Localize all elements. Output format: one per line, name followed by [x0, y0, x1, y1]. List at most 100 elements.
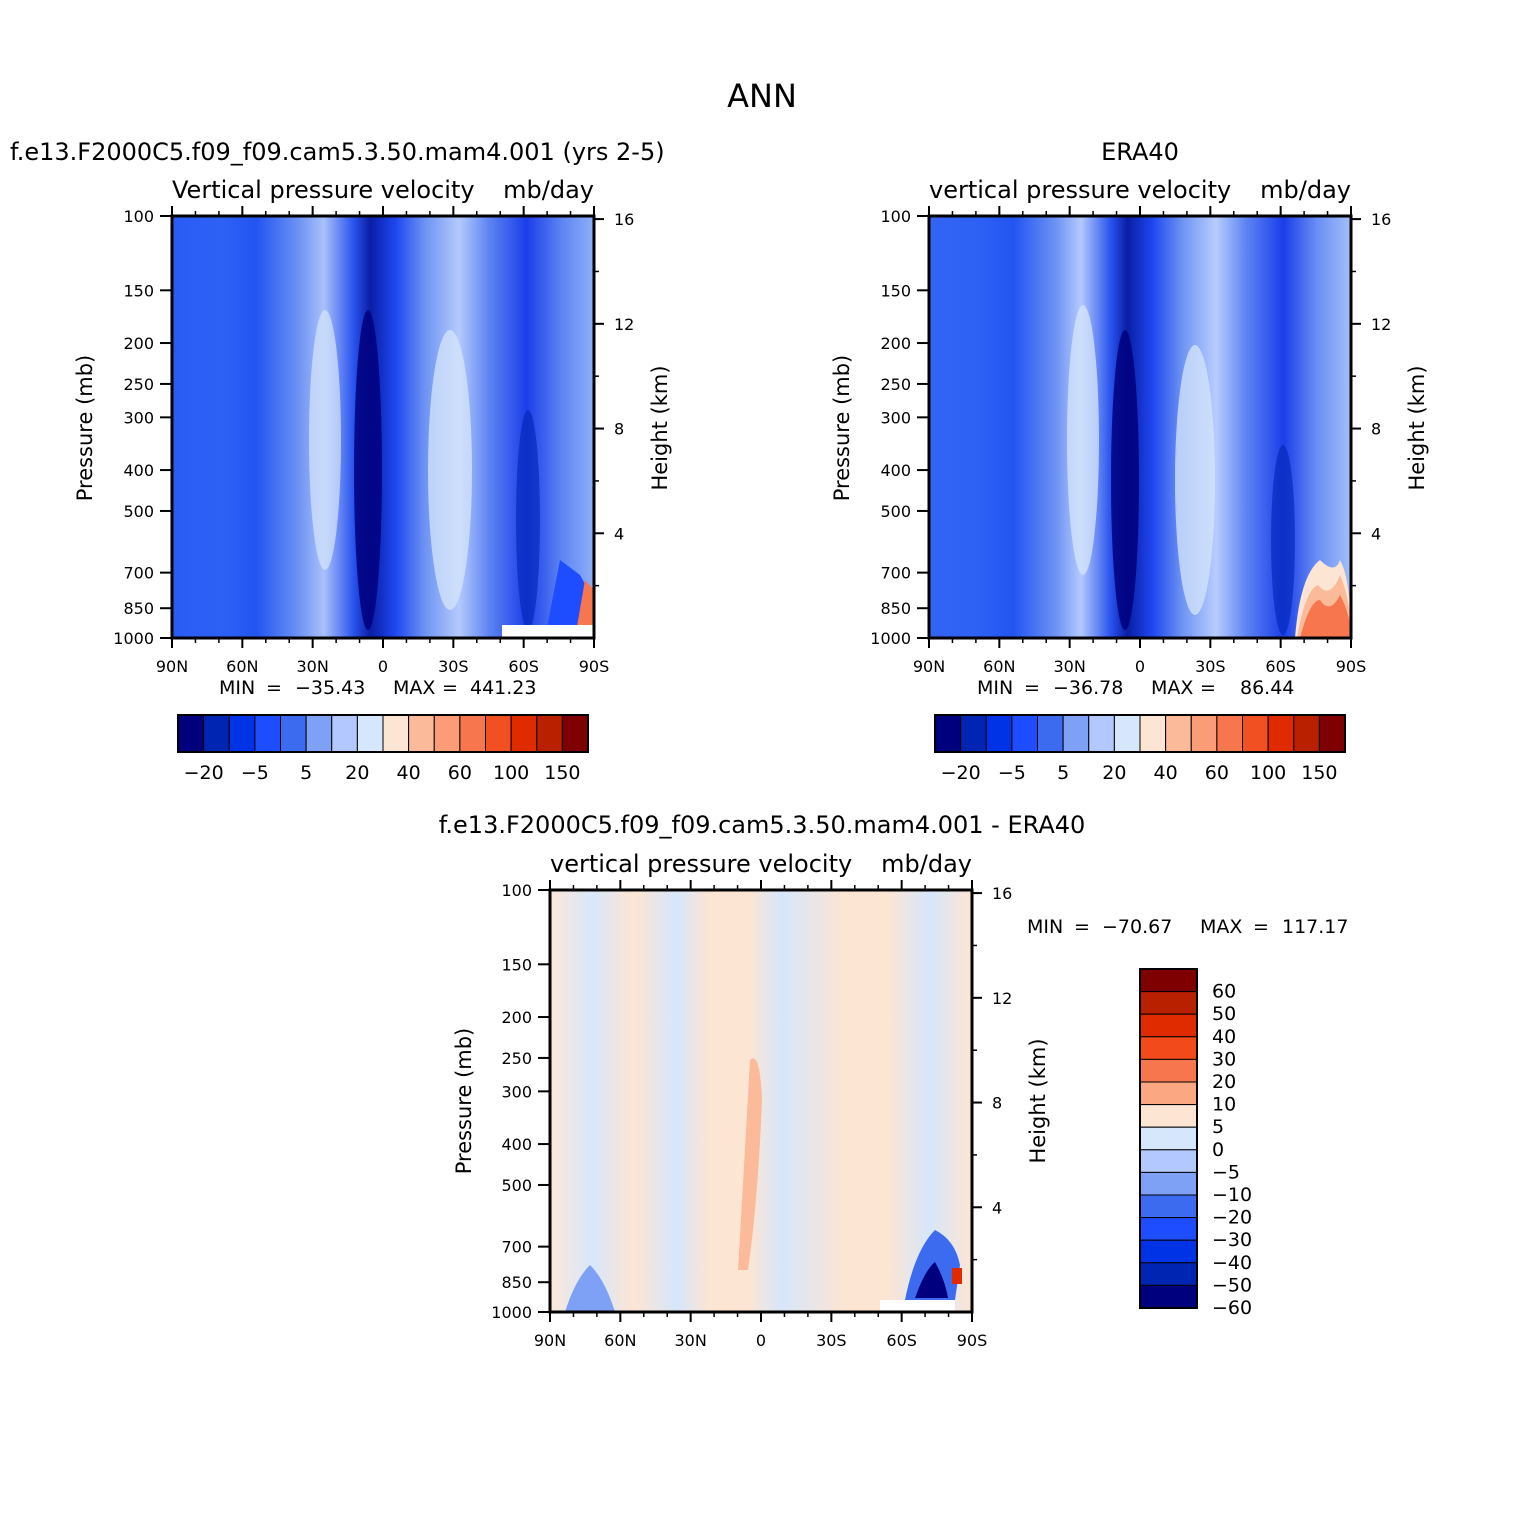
- colorbar-label: 10: [1212, 1094, 1236, 1116]
- colorbar-swatch: [536, 714, 563, 753]
- colorbar-swatch: [1139, 1262, 1198, 1286]
- panel-diff-antarctic-core: [915, 1262, 948, 1298]
- colorbar-swatch: [1037, 714, 1064, 753]
- panel-model-max-label: MAX: [393, 677, 435, 699]
- ytick-label: 1000: [491, 1303, 532, 1322]
- panel-obs-antarctic-red: [1300, 595, 1351, 638]
- ytick-label: 150: [123, 281, 154, 300]
- colorbar-label: 60: [448, 762, 472, 784]
- colorbar-frame: [177, 714, 589, 753]
- panel-obs-field: [929, 216, 1351, 638]
- panel-model-field: [172, 216, 594, 638]
- panel-diff-units: mb/day: [881, 850, 972, 878]
- colorbar-label: −20: [941, 762, 981, 784]
- colorbar-swatch: [177, 714, 205, 753]
- ytick-label: 150: [880, 281, 911, 300]
- panel-model-antarctic-red: [575, 580, 594, 638]
- colorbar-swatch: [1318, 714, 1346, 753]
- colorbar-label: −30: [1212, 1229, 1252, 1251]
- colorbar-swatch: [203, 714, 230, 753]
- y2tick-label: 8: [992, 1094, 1002, 1113]
- panel-model-ylabel: Pressure (mb): [73, 355, 97, 502]
- xtick-label: 30N: [675, 1331, 707, 1350]
- colorbar-swatch: [561, 714, 589, 753]
- ytick-label: 700: [501, 1238, 532, 1257]
- panel-diff-min-eq: =: [1074, 916, 1090, 938]
- ytick-label: 700: [123, 564, 154, 583]
- colorbar-swatch: [1139, 968, 1198, 993]
- xtick-label: 60S: [886, 1331, 917, 1350]
- colorbar-swatch: [1139, 1013, 1198, 1038]
- panel-diff-axes: 90N 60N 30N 0 30S 60S 90S 100 150 200 250 300 400 500…: [491, 880, 1012, 1350]
- colorbar-frame: [1139, 968, 1198, 1309]
- panel-diff-max: 117.17: [1282, 916, 1348, 938]
- colorbar-swatch: [1139, 1149, 1198, 1173]
- ytick-label: 200: [880, 334, 911, 353]
- colorbar-swatch: [228, 714, 256, 753]
- panel-obs-units: mb/day: [1260, 176, 1351, 204]
- colorbar-label: −60: [1212, 1297, 1252, 1319]
- ytick-label: 200: [123, 334, 154, 353]
- colorbar-swatch: [1139, 1171, 1198, 1196]
- colorbar-label: 100: [493, 762, 529, 784]
- panel-obs-min: −36.78: [1053, 677, 1123, 699]
- xtick-label: 90S: [1336, 657, 1367, 676]
- colorbar-swatch: [1088, 714, 1115, 753]
- panel-model-min: −35.43: [295, 677, 365, 699]
- ytick-label: 300: [501, 1082, 532, 1101]
- y2tick-label: 16: [1371, 210, 1391, 229]
- y2tick-label: 16: [992, 884, 1012, 903]
- colorbar-swatch: [382, 714, 410, 753]
- panel-obs-max-eq: =: [1200, 677, 1216, 699]
- ytick-label: 700: [880, 564, 911, 583]
- colorbar-frame: [934, 714, 1346, 753]
- colorbar-swatch: [1139, 1194, 1198, 1219]
- xtick-label: 60N: [983, 657, 1015, 676]
- colorbar-label: 30: [1212, 1048, 1236, 1070]
- colorbar-label: −5: [241, 762, 269, 784]
- colorbar-swatch: [1139, 1104, 1198, 1128]
- y2tick-label: 12: [1371, 315, 1391, 334]
- ytick-label: 500: [880, 502, 911, 521]
- colorbar-swatch: [960, 714, 987, 753]
- colorbar-swatch: [1293, 714, 1320, 753]
- colorbar-label: −50: [1212, 1274, 1252, 1296]
- panel-obs-y2label: Height (km): [1405, 365, 1429, 490]
- ytick-label: 850: [123, 599, 154, 618]
- colorbar-label: 5: [1057, 762, 1069, 784]
- colorbar-label: 60: [1212, 981, 1236, 1003]
- colorbar-swatch: [459, 714, 486, 753]
- colorbar-label: 20: [1212, 1071, 1236, 1093]
- xtick-label: 60N: [226, 657, 258, 676]
- colorbar-swatch: [1267, 714, 1295, 753]
- panel-obs: ERA40 vertical pressure velocity mb/day …: [830, 138, 1429, 784]
- ytick-label: 250: [123, 375, 154, 394]
- xtick-label: 90N: [534, 1331, 566, 1350]
- colorbar-swatch: [408, 714, 435, 753]
- colorbar-swatch: [1165, 714, 1192, 753]
- colorbar-swatch: [934, 714, 962, 753]
- xtick-label: 90N: [156, 657, 188, 676]
- colorbar-swatch: [1242, 714, 1269, 753]
- ytick-label: 850: [501, 1273, 532, 1292]
- colorbar-swatch: [1139, 1126, 1198, 1151]
- panel-diff-max-eq: =: [1253, 916, 1269, 938]
- ytick-label: 400: [501, 1135, 532, 1154]
- panel-obs-axes: 90N 60N 30N 0 30S 60S 90S 100 150 200 250 300 400 500…: [870, 206, 1391, 676]
- ytick-label: 100: [501, 881, 532, 900]
- panel-model-max: 441.23: [470, 677, 536, 699]
- panel-obs-max-label: MAX: [1151, 677, 1193, 699]
- ytick-label: 150: [501, 955, 532, 974]
- panel-obs-min-eq: =: [1024, 677, 1040, 699]
- colorbar-swatch: [1139, 991, 1198, 1015]
- panel-model-title: f.e13.F2000C5.f09_f09.cam5.3.50.mam4.001…: [10, 138, 665, 166]
- colorbar-swatch: [280, 714, 307, 753]
- colorbar-label: 0: [1212, 1139, 1224, 1161]
- panel-obs-title: ERA40: [1101, 138, 1179, 166]
- colorbar-swatch: [1139, 1217, 1198, 1241]
- panel-diff-antarctic-positive: [952, 1268, 962, 1284]
- panel-diff-max-label: MAX: [1200, 916, 1242, 938]
- panel-diff-min-label: MIN: [1027, 916, 1063, 938]
- colorbar-label: −5: [998, 762, 1026, 784]
